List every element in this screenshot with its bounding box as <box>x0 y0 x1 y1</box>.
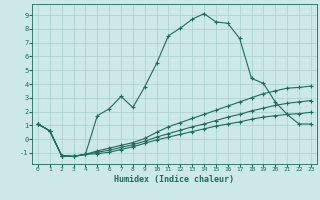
X-axis label: Humidex (Indice chaleur): Humidex (Indice chaleur) <box>115 175 234 184</box>
